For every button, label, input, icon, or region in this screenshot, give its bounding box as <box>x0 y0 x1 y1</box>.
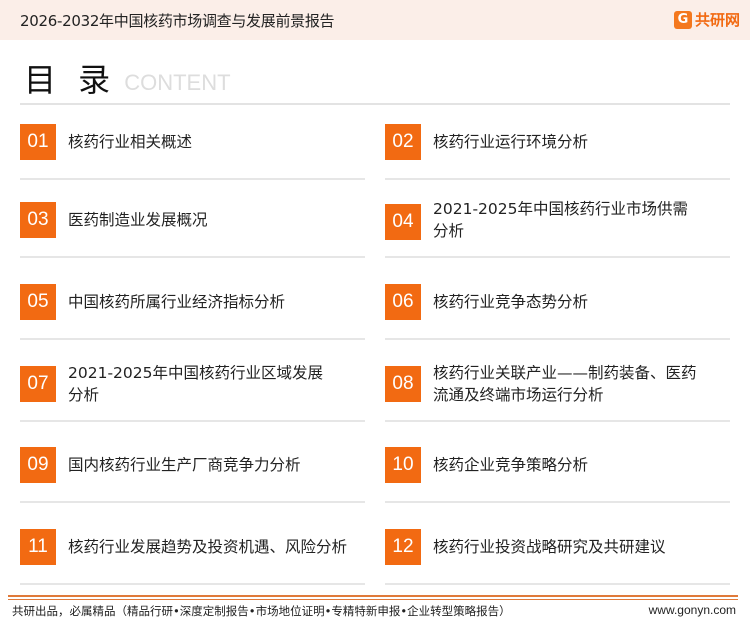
toc-item-divider <box>20 583 365 585</box>
toc-subtitle: CONTENT <box>124 70 231 95</box>
toc-item-divider <box>20 178 365 180</box>
toc-item[interactable]: 03 医药制造业发展概况 <box>20 198 365 258</box>
toc-item-number: 09 <box>20 447 56 483</box>
toc-item-label: 核药行业投资战略研究及共研建议 <box>433 538 666 556</box>
heading-divider <box>20 103 730 105</box>
toc-item-divider <box>385 338 730 340</box>
toc-item-number: 12 <box>385 529 421 565</box>
toc-item-label: 核药行业关联产业——制药装备、医药流通及终端市场运行分析 <box>433 364 697 404</box>
toc-item-label: 中国核药所属行业经济指标分析 <box>68 293 286 311</box>
report-title: 2026-2032年中国核药市场调查与发展前景报告 <box>20 12 335 30</box>
logo-text: 共研网 <box>694 11 740 29</box>
toc-item-number: 05 <box>20 284 56 320</box>
toc-item[interactable]: 08 核药行业关联产业——制药装备、医药流通及终端市场运行分析 <box>385 362 730 422</box>
toc-item[interactable]: 06 核药行业竞争态势分析 <box>385 280 730 340</box>
toc-item-divider <box>20 256 365 258</box>
toc-item-number: 07 <box>20 366 56 402</box>
toc-item-divider <box>385 256 730 258</box>
toc-item-label: 核药行业运行环境分析 <box>433 133 589 151</box>
toc-item-number: 01 <box>20 124 56 160</box>
toc-item-label: 国内核药行业生产厂商竞争力分析 <box>68 456 301 474</box>
toc-item-divider <box>20 338 365 340</box>
logo-mark-icon: G <box>673 10 692 29</box>
toc-item-number: 08 <box>385 366 421 402</box>
toc-item-label: 2021-2025年中国核药行业区域发展分析 <box>68 364 323 404</box>
toc-item-number: 03 <box>20 202 56 238</box>
toc-item[interactable]: 11 核药行业发展趋势及投资机遇、风险分析 <box>20 525 365 585</box>
toc-item[interactable]: 10 核药企业竞争策略分析 <box>385 443 730 503</box>
footer-divider <box>8 595 738 597</box>
toc-heading: 目 录 CONTENT <box>24 62 231 98</box>
footer-divider-thin <box>8 599 738 600</box>
gonyn-logo: G 共研网 <box>673 9 740 30</box>
toc-item[interactable]: 04 2021-2025年中国核药行业市场供需分析 <box>385 198 730 258</box>
toc-item-label: 核药企业竞争策略分析 <box>433 456 589 474</box>
toc-item-divider <box>385 501 730 503</box>
toc-item[interactable]: 07 2021-2025年中国核药行业区域发展分析 <box>20 362 365 422</box>
toc-item-number: 02 <box>385 124 421 160</box>
toc-item[interactable]: 09 国内核药行业生产厂商竞争力分析 <box>20 443 365 503</box>
toc-item-label: 医药制造业发展概况 <box>68 211 208 229</box>
toc-item[interactable]: 01 核药行业相关概述 <box>20 120 365 180</box>
toc-item-number: 11 <box>20 529 56 565</box>
toc-title: 目 录 <box>24 61 117 99</box>
toc-item-label: 核药行业相关概述 <box>68 133 193 151</box>
toc-item-divider <box>385 178 730 180</box>
toc-item-number: 10 <box>385 447 421 483</box>
header-bar: 2026-2032年中国核药市场调查与发展前景报告 G 共研网 <box>0 0 750 40</box>
toc-item-divider <box>20 420 365 422</box>
toc-item[interactable]: 05 中国核药所属行业经济指标分析 <box>20 280 365 340</box>
toc-item[interactable]: 12 核药行业投资战略研究及共研建议 <box>385 525 730 585</box>
toc-item-divider <box>20 501 365 503</box>
toc-item-number: 06 <box>385 284 421 320</box>
toc-item-label: 2021-2025年中国核药行业市场供需分析 <box>433 200 688 240</box>
toc-item-divider <box>385 420 730 422</box>
footer-url[interactable]: www.gonyn.com <box>648 603 736 617</box>
toc-item-divider <box>385 583 730 585</box>
toc-item-number: 04 <box>385 204 421 240</box>
footer-slogan: 共研出品，必属精品（精品行研•深度定制报告•市场地位证明•专精特新申报•企业转型… <box>12 604 511 618</box>
toc-item-label: 核药行业竞争态势分析 <box>433 293 589 311</box>
toc-item[interactable]: 02 核药行业运行环境分析 <box>385 120 730 180</box>
toc-item-label: 核药行业发展趋势及投资机遇、风险分析 <box>68 538 348 556</box>
